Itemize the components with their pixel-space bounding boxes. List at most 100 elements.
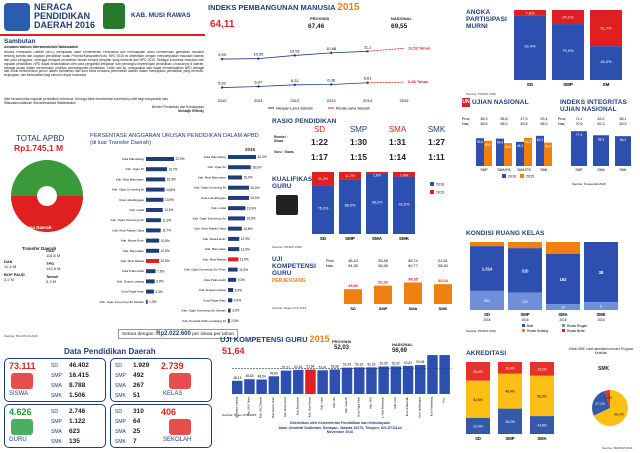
ipm-upper-end: 11,53 Tahun — [408, 45, 431, 50]
un-2015-label: 50,5 — [485, 143, 491, 147]
akreditasi-bar-c — [530, 362, 554, 376]
ukg-big-bar — [244, 379, 255, 394]
legend-text-a: Harapan Lama Sekolah — [276, 107, 313, 111]
ukg-big-title: UJI KOMPETENSI GURU 2015 — [220, 334, 330, 344]
ipm-upper-label: 10,88 — [326, 46, 337, 51]
un-nas: 58,9 — [501, 122, 508, 126]
akreditasi-section: AKREDITASI Untuk SMK, hasil akreditasi m… — [462, 336, 638, 452]
ukg-big-district: Prov. — [442, 397, 446, 403]
apm-chart: 7,6% 92,4% SD 20,1% 79,9% SMP 51,7% 48,3% SM — [514, 10, 622, 87]
anggaran-right-value: 16,0% — [244, 176, 253, 180]
dpd-row-value: 1.122 — [69, 418, 86, 425]
akreditasi-a-label: 22,4% — [473, 424, 483, 428]
dpd-kelas-total: 2.739 — [161, 361, 184, 371]
anggaran-right-value: 24,0% — [251, 196, 260, 200]
ukg-big-bar — [305, 369, 316, 394]
ii-prov: 71,1 — [576, 117, 583, 121]
anggaran-right-bar — [228, 165, 251, 170]
guru-label: Guru : Siswa — [274, 150, 294, 154]
anggaran-left-value: 16,7% — [168, 167, 177, 171]
kualifikasi-legend-text: 2015 — [436, 191, 444, 195]
kondisi-legend-text: Baik — [527, 324, 534, 328]
anggaran-right-label: Kota Prabumulih — [204, 278, 227, 282]
dpd-kelas-label: KELAS — [163, 391, 183, 397]
anggaran-right-value: 12,9% — [241, 237, 250, 241]
bop-value: 2,2 M — [4, 277, 15, 282]
ukg-big-value: 48,54 — [258, 374, 266, 378]
sambutan-greeting: Assalamu'alaikum Warrahmatullahi Wabarak… — [4, 45, 79, 49]
un-bar-2015 — [484, 140, 492, 166]
dana-daerah-value: 16,9 % — [32, 231, 47, 236]
un-source: Sumber: Puspendik 2016 — [572, 182, 606, 186]
graduate-icon — [276, 195, 298, 215]
dpd-guru-label: GURU — [9, 437, 27, 443]
ukg-small-value: 52,26 — [378, 281, 388, 285]
ipm-section: INDEKS PEMBANGUNAN MANUSIA 2015 64,11 PR… — [208, 2, 438, 111]
anggaran-left-value: 14,8% — [166, 188, 175, 192]
ukg-small-nas: 60,77 — [408, 264, 418, 268]
ii-label: 66,3 — [620, 138, 626, 142]
kualifikasi-bar-top — [393, 172, 415, 177]
un-prov: 58,3 — [481, 117, 488, 121]
ipm-year-tick: 2013 — [327, 98, 337, 103]
ukg-big-bar — [390, 366, 402, 394]
ukg-big-nas-label: NASIONAL — [392, 342, 413, 347]
apm-category: SM — [603, 82, 610, 87]
apm-category: SMP — [563, 82, 573, 87]
dpd-row-level: SMP — [51, 419, 62, 425]
anggaran-right-bar — [228, 216, 246, 221]
anggaran-section: PERSENTASE ANGGARAN URUSAN PENDIDIKAN DA… — [90, 133, 268, 345]
ipm-lower-label: 6,36 — [327, 77, 336, 82]
rasio-col-sd: SD — [313, 125, 326, 134]
kondisi-year: 2016 — [559, 318, 566, 322]
dpd-sekolah-row: SMK 7 — [115, 438, 165, 445]
dpd-kelas-icon — [169, 373, 191, 389]
ipm-lower-point — [257, 85, 260, 88]
ipm-prov-label: PROVINSI — [310, 16, 330, 21]
anggaran-right-label: Kab. Musi Banyuasin — [198, 175, 227, 179]
un-bar-2015 — [504, 143, 512, 166]
un-legend-text: 2015 — [526, 175, 534, 179]
ipm-title: INDEKS PEMBANGUNAN MANUSIA 2015 — [208, 2, 360, 13]
anggaran-right-value: 5,9% — [235, 288, 242, 292]
kondisi-category: SMP — [520, 312, 529, 317]
rasio-rombel-value: 1:22 — [310, 137, 328, 147]
kualifikasi-category: SMA — [372, 236, 383, 241]
un-2016-label: 55,6 — [477, 140, 483, 144]
un-category: SMA IPS — [517, 168, 531, 172]
ukg-small-bar — [404, 282, 422, 304]
ukg-big-value: 49,54 — [270, 371, 278, 375]
ukg-big-district: Kab. OKU — [368, 397, 372, 409]
anggaran-left-bar — [146, 157, 174, 161]
apm-red-label: 51,7% — [600, 26, 612, 31]
anggaran-right-value: 11,0% — [239, 268, 248, 272]
ipm-year-tick: 2012 — [290, 98, 300, 103]
ipm-lower-label: 6,61 — [364, 76, 373, 81]
anggaran-left-label: Kab. Musi Rawas — [121, 259, 145, 263]
sambutan-p2: Mari bersama kita majukan pendidikan Ind… — [4, 96, 169, 101]
smk-label: SMK — [598, 366, 610, 372]
anggaran-right-bar — [228, 175, 242, 180]
ukg-big-bar — [378, 366, 389, 394]
dpd-row-value: 1.929 — [133, 362, 150, 369]
apbd-source: Sumber: Biro PKLN 2016 — [4, 334, 38, 338]
un-prov: 53,4 — [541, 117, 548, 121]
anggaran-right-bar — [228, 267, 238, 272]
dpd-row-value: 623 — [69, 428, 80, 435]
ukg-big-bar — [402, 365, 414, 394]
kondisi-legend-swatch — [522, 324, 525, 327]
ukg-big-value: 53,08 — [416, 360, 424, 364]
ii-nas: 62,3 — [598, 122, 605, 126]
ukg-big-value: 51,68 — [331, 364, 339, 368]
ipm-upper-ext — [367, 47, 405, 52]
ukg-big-bar — [341, 367, 353, 394]
apbd-section: TOTAL APBD Rp1.745,1 M Dana Daerah 16,9 … — [4, 134, 90, 344]
legend-text-b: Rerata Lama Sekolah — [336, 107, 370, 111]
apm-source: Sumber: PDSPK 2016 — [466, 92, 496, 96]
rasio-guru-value: 1:14 — [388, 152, 406, 162]
anggaran-left-bar — [146, 208, 163, 212]
ukg-big-value: 52,62 — [392, 361, 400, 365]
kualifikasi-section: KUALIFIKASI GURU 21,2% 76,3% SD 11,7% 88,3% S… — [272, 170, 456, 254]
ipm-upper-label: 11,1 — [364, 44, 372, 49]
ukg-small-value: 54,35 — [408, 277, 418, 281]
